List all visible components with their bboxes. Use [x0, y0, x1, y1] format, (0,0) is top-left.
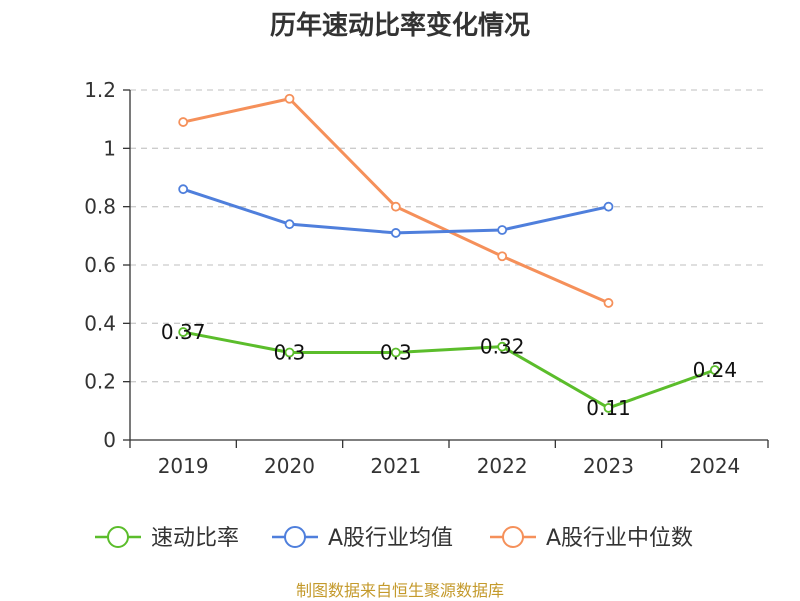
- series-line-0: [182, 330, 716, 410]
- legend-item-2: A股行业中位数: [490, 526, 693, 551]
- data-point: [178, 327, 189, 337]
- x-tick-label: 2024: [689, 454, 740, 478]
- data-label: 0.11: [586, 396, 631, 420]
- series-line-2: [182, 97, 610, 305]
- data-label: 0.32: [480, 335, 525, 359]
- legend-marker: [284, 526, 306, 548]
- legend-label: A股行业均值: [328, 526, 453, 551]
- legend-item-1: A股行业均值: [272, 526, 453, 551]
- legend-item-0: 速动比率: [95, 526, 239, 551]
- y-tick-label: 1: [103, 136, 116, 160]
- data-label: 0.24: [693, 358, 738, 382]
- legend-marker: [502, 526, 524, 548]
- data-point: [603, 298, 614, 308]
- data-point: [284, 219, 295, 230]
- data-point: [178, 117, 189, 127]
- data-label: 0.37: [161, 320, 206, 344]
- data-point: [390, 347, 401, 358]
- data-point: [497, 341, 508, 352]
- legend-marker: [107, 526, 129, 548]
- x-tick-label: 2020: [264, 454, 315, 478]
- data-point: [284, 93, 295, 104]
- data-point: [284, 347, 295, 358]
- chart-title: 历年速动比率变化情况: [270, 10, 530, 41]
- legend-label: 速动比率: [151, 526, 239, 551]
- x-tick-label: 2021: [370, 454, 421, 478]
- data-point: [390, 201, 401, 212]
- y-tick-label: 0.2: [84, 370, 116, 394]
- x-tick-label: 2019: [158, 454, 209, 478]
- data-point: [178, 184, 189, 195]
- data-point: [390, 228, 401, 238]
- y-tick-label: 0.8: [84, 195, 116, 219]
- y-tick-label: 0: [103, 428, 116, 452]
- y-tick-label: 0.4: [84, 311, 116, 335]
- data-label: 0.3: [274, 341, 306, 365]
- data-point: [497, 251, 508, 262]
- data-point: [603, 403, 614, 413]
- y-tick-label: 1.2: [84, 78, 116, 102]
- y-tick-label: 0.6: [84, 253, 116, 277]
- legend-label: A股行业中位数: [546, 526, 693, 551]
- data-source-note: 制图数据来自恒生聚源数据库: [295, 581, 504, 600]
- x-tick-label: 2022: [477, 454, 528, 478]
- x-tick-label: 2023: [583, 454, 634, 478]
- data-point: [709, 365, 720, 375]
- data-point: [497, 225, 508, 235]
- data-label: 0.3: [380, 341, 412, 365]
- data-point: [603, 201, 614, 212]
